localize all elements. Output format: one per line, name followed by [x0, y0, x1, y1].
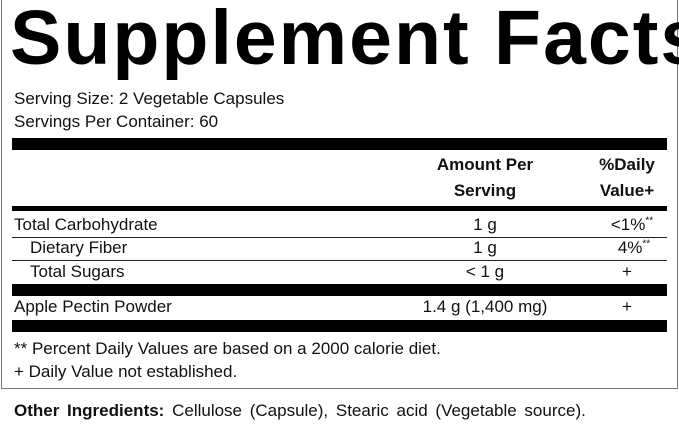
row-dv: <1%**	[610, 215, 654, 234]
row-name: Total Carbohydrate	[14, 215, 158, 234]
other-ingredients-label: Other Ingredients:	[14, 401, 165, 420]
row-dv: +	[622, 262, 632, 281]
row-amount: < 1 g	[465, 262, 505, 281]
header-amount-1: Amount Per	[436, 155, 534, 174]
header-dv-2: Value+	[599, 181, 655, 200]
servings-per-container: Servings Per Container: 60	[14, 112, 219, 131]
panel-title: Supplement Facts	[10, 0, 679, 81]
row-amount: 1 g	[473, 238, 497, 257]
divider-medium	[12, 206, 667, 211]
footnote: + Daily Value not established.	[14, 362, 238, 381]
row-dv: 4%**	[617, 238, 651, 257]
row-name: Apple Pectin Powder	[14, 297, 172, 316]
row-dv: +	[622, 297, 632, 316]
divider-thick	[12, 138, 667, 150]
facts-panel	[1, 0, 678, 389]
header-dv-1: %Daily	[599, 155, 655, 174]
footnote: ** Percent Daily Values are based on a 2…	[14, 339, 441, 358]
row-name: Dietary Fiber	[30, 238, 128, 257]
divider-thick	[12, 320, 667, 332]
header-amount-2: Serving	[453, 181, 517, 200]
divider-thin	[12, 260, 667, 261]
row-amount: 1 g	[473, 215, 497, 234]
row-name: Total Sugars	[30, 262, 125, 281]
divider-thin	[12, 237, 667, 238]
divider-thick	[12, 284, 667, 296]
row-amount: 1.4 g (1,400 mg)	[422, 297, 548, 316]
serving-size: Serving Size: 2 Vegetable Capsules	[14, 89, 285, 108]
other-ingredients: Other Ingredients: Cellulose (Capsule), …	[14, 400, 666, 422]
other-ingredients-text: Cellulose (Capsule), Stearic acid (Veget…	[164, 401, 586, 420]
